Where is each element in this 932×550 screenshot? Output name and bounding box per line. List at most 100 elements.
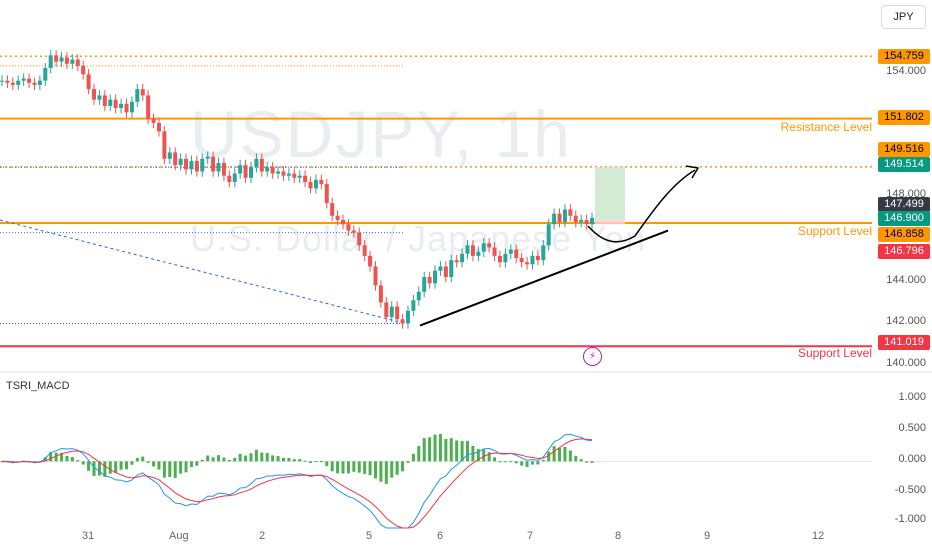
macd-histogram-bar xyxy=(341,461,345,474)
macd-histogram-bar xyxy=(303,460,307,462)
currency-button[interactable]: JPY xyxy=(881,5,926,29)
candle xyxy=(265,167,270,172)
candle xyxy=(113,99,118,109)
time-tick: 31 xyxy=(82,530,95,542)
macd-histogram-bar xyxy=(65,455,69,462)
macd-histogram-bar xyxy=(325,461,329,467)
price-tag: 149.516 xyxy=(878,142,930,157)
macd-histogram-bar xyxy=(260,452,264,462)
candle xyxy=(146,95,151,119)
macd-histogram-bar xyxy=(108,461,112,474)
candle xyxy=(254,158,259,168)
candle xyxy=(151,118,156,123)
macd-histogram-bar xyxy=(384,461,388,484)
candle xyxy=(184,158,189,170)
time-tick: 7 xyxy=(527,530,534,542)
candle xyxy=(341,220,346,225)
macd-histogram-bar xyxy=(238,453,242,462)
candle xyxy=(5,80,10,83)
macd-histogram-bar xyxy=(179,461,183,474)
price-tick: 144.000 xyxy=(886,274,926,286)
candle xyxy=(54,55,59,62)
candle xyxy=(487,243,492,248)
candle xyxy=(81,65,86,75)
candle xyxy=(297,175,302,178)
candle xyxy=(384,302,389,318)
macd-histogram-bar xyxy=(395,461,399,475)
candle xyxy=(427,277,432,284)
price-tag: 146.900 xyxy=(878,211,930,226)
candle xyxy=(156,122,161,132)
macd-histogram-bar xyxy=(438,434,442,462)
candle xyxy=(357,232,362,246)
candle xyxy=(590,217,594,225)
macd-histogram-bar xyxy=(346,461,350,474)
macd-histogram-bar xyxy=(0,461,4,463)
macd-histogram-bar xyxy=(227,459,231,462)
indicator-label[interactable]: TSRI_MACD xyxy=(6,380,70,392)
macd-histogram-bar xyxy=(162,461,166,478)
candle xyxy=(167,152,172,159)
candle xyxy=(140,89,145,96)
macd-histogram-bar xyxy=(352,461,356,472)
candle xyxy=(108,99,113,106)
macd-histogram-bar xyxy=(254,449,258,462)
candle xyxy=(422,277,427,292)
macd-histogram-bar xyxy=(309,461,313,463)
candle xyxy=(389,306,394,318)
price-tick: 154.000 xyxy=(886,65,926,77)
candle xyxy=(514,249,519,258)
macd-histogram-bar xyxy=(200,459,204,462)
macd-histogram-bar xyxy=(574,455,578,462)
macd-histogram-bar xyxy=(244,455,248,462)
lightning-icon[interactable]: ⚡ xyxy=(583,347,602,366)
macd-histogram-bar xyxy=(141,456,145,462)
candle xyxy=(535,255,540,261)
macd-histogram-bar xyxy=(411,453,415,462)
macd-histogram-bar xyxy=(222,457,226,462)
price-tag: 151.802 xyxy=(878,110,930,125)
macd-histogram-bar xyxy=(49,452,53,462)
macd-histogram-bar xyxy=(114,461,118,473)
candle xyxy=(243,165,248,178)
candle xyxy=(135,89,140,102)
macd-histogram-bar xyxy=(476,448,480,462)
macd-histogram-bar xyxy=(509,461,513,463)
candle xyxy=(194,160,199,172)
macd-histogram-bar xyxy=(498,461,502,463)
macd-histogram-bar xyxy=(298,459,302,462)
macd-histogram-bar xyxy=(525,461,529,467)
candle xyxy=(416,291,421,301)
candle xyxy=(335,215,340,220)
candle xyxy=(519,258,524,263)
time-tick: 12 xyxy=(812,530,825,542)
macd-histogram-bar xyxy=(590,461,594,463)
candle xyxy=(21,78,26,81)
macd-histogram-bar xyxy=(211,457,215,462)
macd-histogram-bar xyxy=(146,461,150,463)
price-tick: 140.000 xyxy=(886,357,926,369)
macd-histogram-bar xyxy=(401,461,405,472)
candle xyxy=(405,310,410,324)
time-tick: 6 xyxy=(437,530,444,542)
macd-histogram-bar xyxy=(92,461,96,476)
macd-histogram-bar xyxy=(54,452,58,462)
macd-histogram-bar xyxy=(119,461,123,470)
macd-histogram-bar xyxy=(547,451,551,462)
candle xyxy=(503,253,508,263)
macd-histogram-bar xyxy=(135,457,139,462)
candle xyxy=(43,68,48,81)
candle xyxy=(454,260,459,263)
candle xyxy=(178,158,183,166)
candle xyxy=(579,220,584,223)
stop-zone xyxy=(595,220,625,225)
price-tag: 141.019 xyxy=(878,335,930,350)
candle xyxy=(0,80,4,82)
macd-histogram-bar xyxy=(536,461,540,465)
candle xyxy=(324,184,329,204)
candle xyxy=(119,103,124,109)
candle xyxy=(373,266,378,286)
macd-histogram-bar xyxy=(43,457,47,462)
